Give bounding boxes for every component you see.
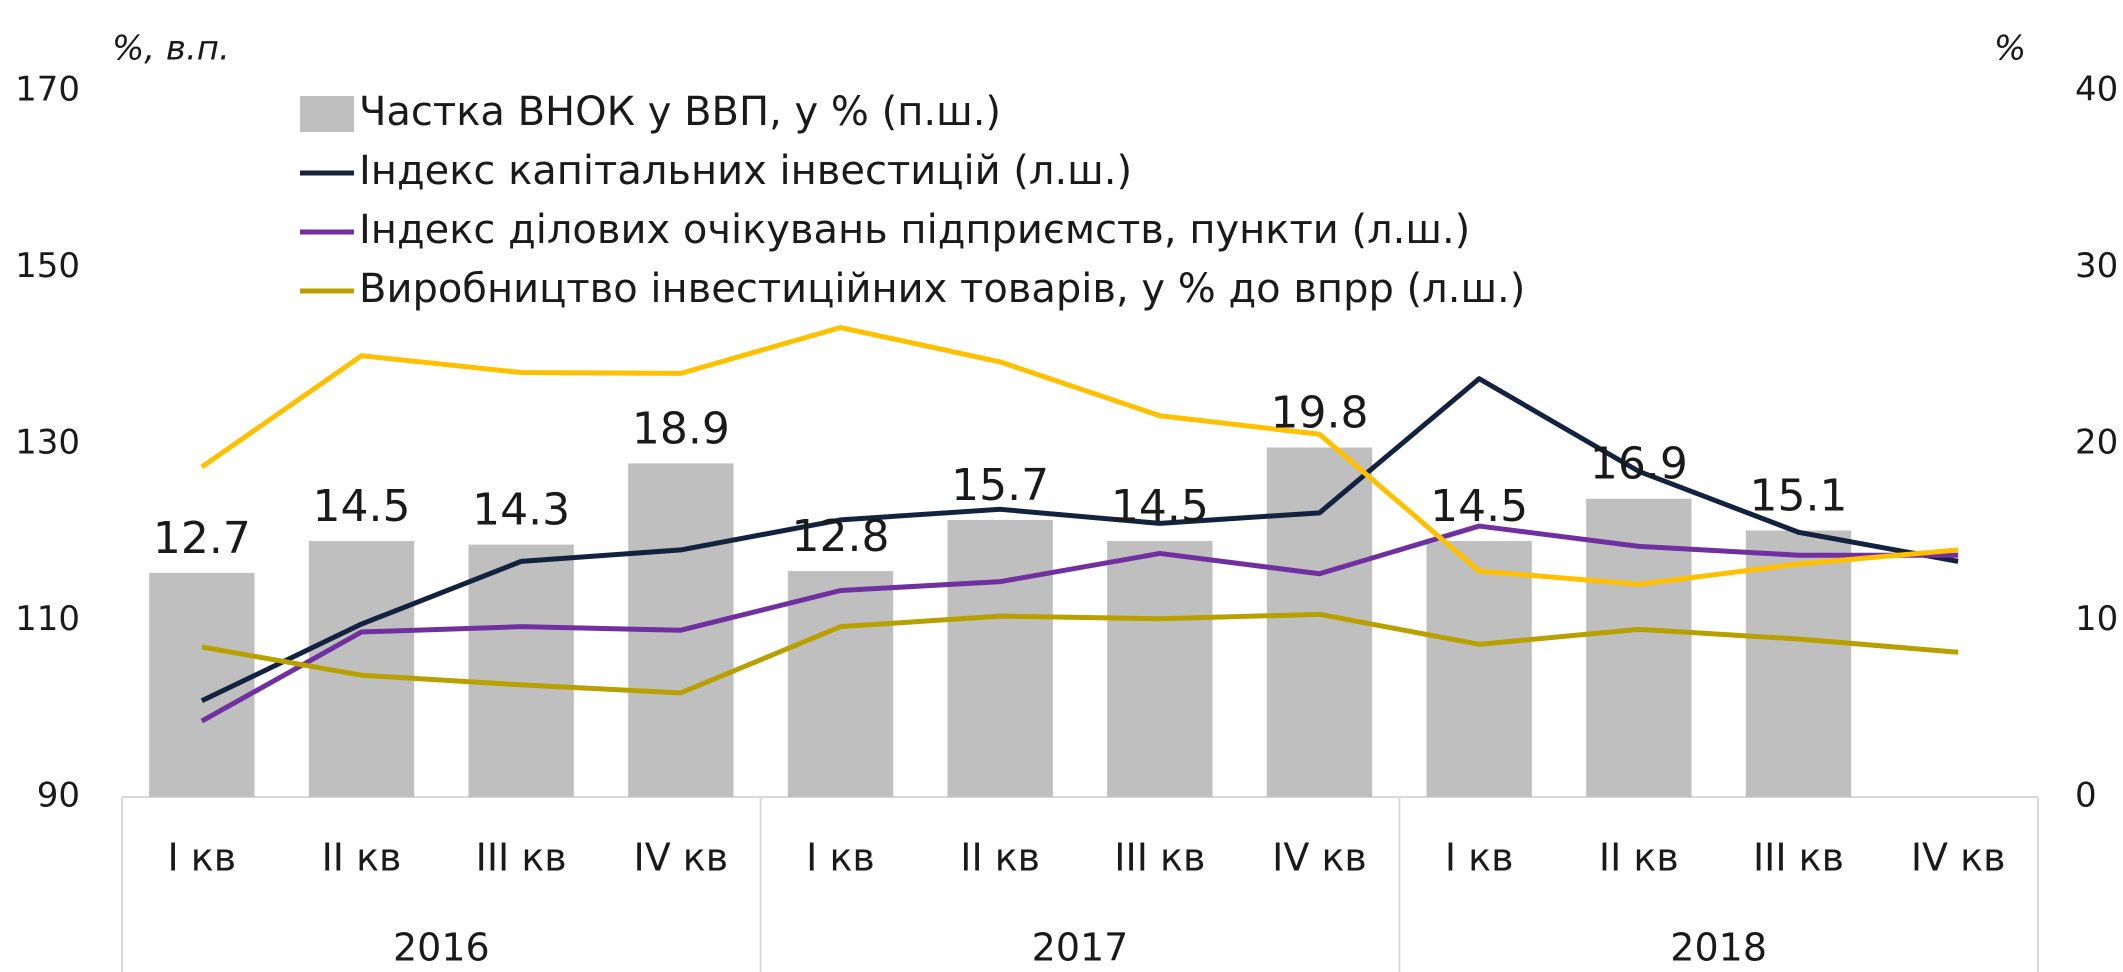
data-label: 12.7	[153, 513, 251, 564]
y-tick-label: 130	[15, 423, 80, 463]
bar	[787, 571, 894, 797]
x-tick-label: I кв	[1445, 836, 1514, 880]
data-label: 18.9	[632, 403, 730, 454]
data-label: 14.5	[1111, 481, 1209, 532]
data-label: 14.3	[472, 485, 570, 536]
y-tick-label: 170	[15, 70, 80, 110]
bar	[1426, 541, 1532, 797]
line	[201, 611, 1959, 696]
x-tick-label: I кв	[168, 836, 237, 880]
y2-tick-label: 20	[2075, 423, 2118, 463]
year-label: 2016	[393, 926, 490, 970]
x-tick-label: IV кв	[1911, 836, 2006, 880]
data-label: 19.8	[1271, 388, 1369, 439]
x-tick-label: III кв	[1114, 836, 1205, 880]
y2-tick-label: 40	[2075, 70, 2118, 110]
data-label: 14.5	[313, 481, 411, 532]
y2-tick-label: 0	[2075, 776, 2097, 816]
y2-unit: %	[1994, 29, 2026, 69]
data-label: 15.1	[1750, 470, 1848, 521]
line	[200, 523, 1959, 724]
bar	[468, 544, 574, 797]
year-label: 2017	[1032, 926, 1129, 970]
line	[200, 325, 1959, 587]
bar	[1107, 541, 1213, 797]
x-tick-label: IV кв	[634, 836, 729, 880]
legend-label: Виробництво інвестиційних товарів, у % д…	[359, 266, 1525, 312]
bar	[947, 519, 1053, 797]
x-tick-label: III кв	[476, 836, 567, 880]
x-tick-label: I кв	[806, 836, 875, 880]
legend-label: Індекс ділових очікувань підприємств, пу…	[359, 207, 1470, 253]
y-tick-label: 90	[37, 776, 80, 816]
x-tick-label: II кв	[1599, 836, 1679, 880]
x-tick-label: II кв	[960, 836, 1040, 880]
year-label: 2018	[1670, 926, 1767, 970]
data-label: 12.8	[792, 511, 890, 562]
legend-label: Частка ВНОК у ВВП, у % (п.ш.)	[359, 89, 1001, 135]
x-tick-label: II кв	[322, 836, 402, 880]
y-tick-label: 110	[15, 599, 80, 639]
line	[200, 376, 1959, 704]
legend-label: Індекс капітальних інвестицій (л.ш.)	[359, 148, 1132, 194]
data-label: 15.7	[951, 460, 1049, 511]
bar	[1745, 530, 1852, 797]
legend-swatch	[300, 96, 354, 132]
y2-tick-label: 30	[2075, 246, 2118, 286]
data-label: 16.9	[1590, 439, 1688, 490]
y-tick-label: 150	[15, 246, 80, 286]
data-label: 14.5	[1430, 481, 1528, 532]
x-tick-label: IV кв	[1272, 836, 1367, 880]
y2-tick-label: 10	[2075, 599, 2118, 639]
x-tick-label: III кв	[1753, 836, 1844, 880]
y-unit: %, в.п.	[112, 29, 230, 69]
